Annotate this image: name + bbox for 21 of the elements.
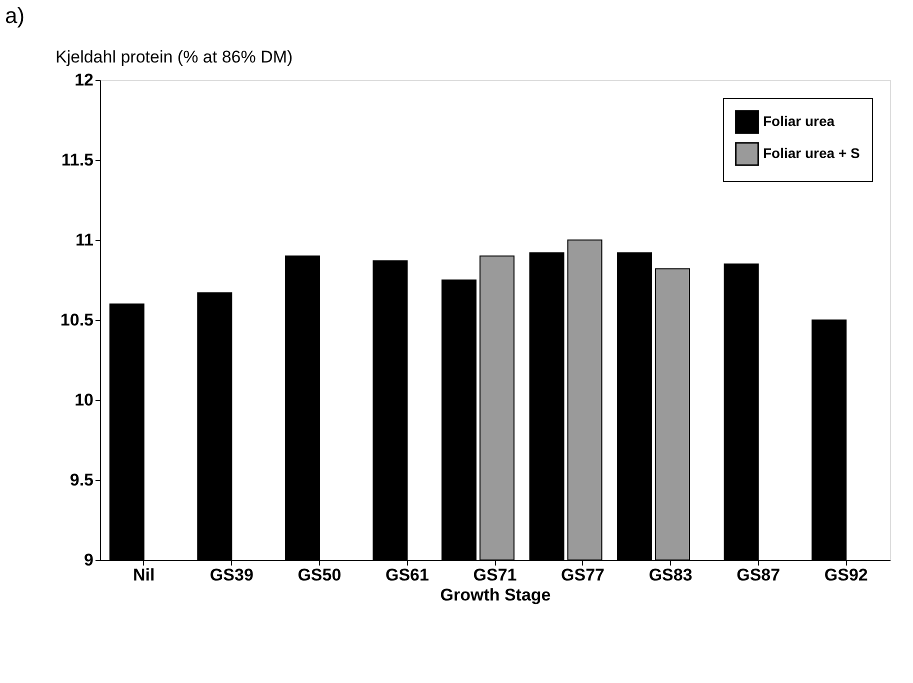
text: a): [5, 3, 25, 28]
x-axis-title: Growth Stage: [440, 586, 551, 604]
x-tick-label: GS87: [736, 566, 780, 584]
x-tick-label: GS61: [385, 566, 429, 584]
y-tick-label: 10.5: [60, 310, 94, 330]
x-tick-label: GS39: [210, 566, 254, 584]
x-tick-label: GS77: [561, 566, 605, 584]
y-tick-label: 9: [84, 550, 94, 570]
x-tick-label: GS71: [473, 566, 517, 584]
y-tick-label: 11: [76, 230, 94, 250]
x-tick-label: GS50: [298, 566, 342, 584]
y-tick-label: 11.5: [61, 150, 94, 170]
y-tick-label: 12: [74, 70, 94, 90]
y-tick-label: 10: [74, 390, 94, 410]
y-axis-title: Kjeldahl protein (% at 86% DM): [56, 48, 293, 66]
legend-label: Foliar urea: [763, 113, 835, 129]
y-tick-label: 9.5: [70, 470, 94, 490]
x-tick-label: GS83: [648, 566, 692, 584]
x-tick-label: Nil: [133, 566, 155, 584]
x-tick-label: GS92: [824, 566, 868, 584]
legend-label: Foliar urea + S: [763, 145, 860, 161]
